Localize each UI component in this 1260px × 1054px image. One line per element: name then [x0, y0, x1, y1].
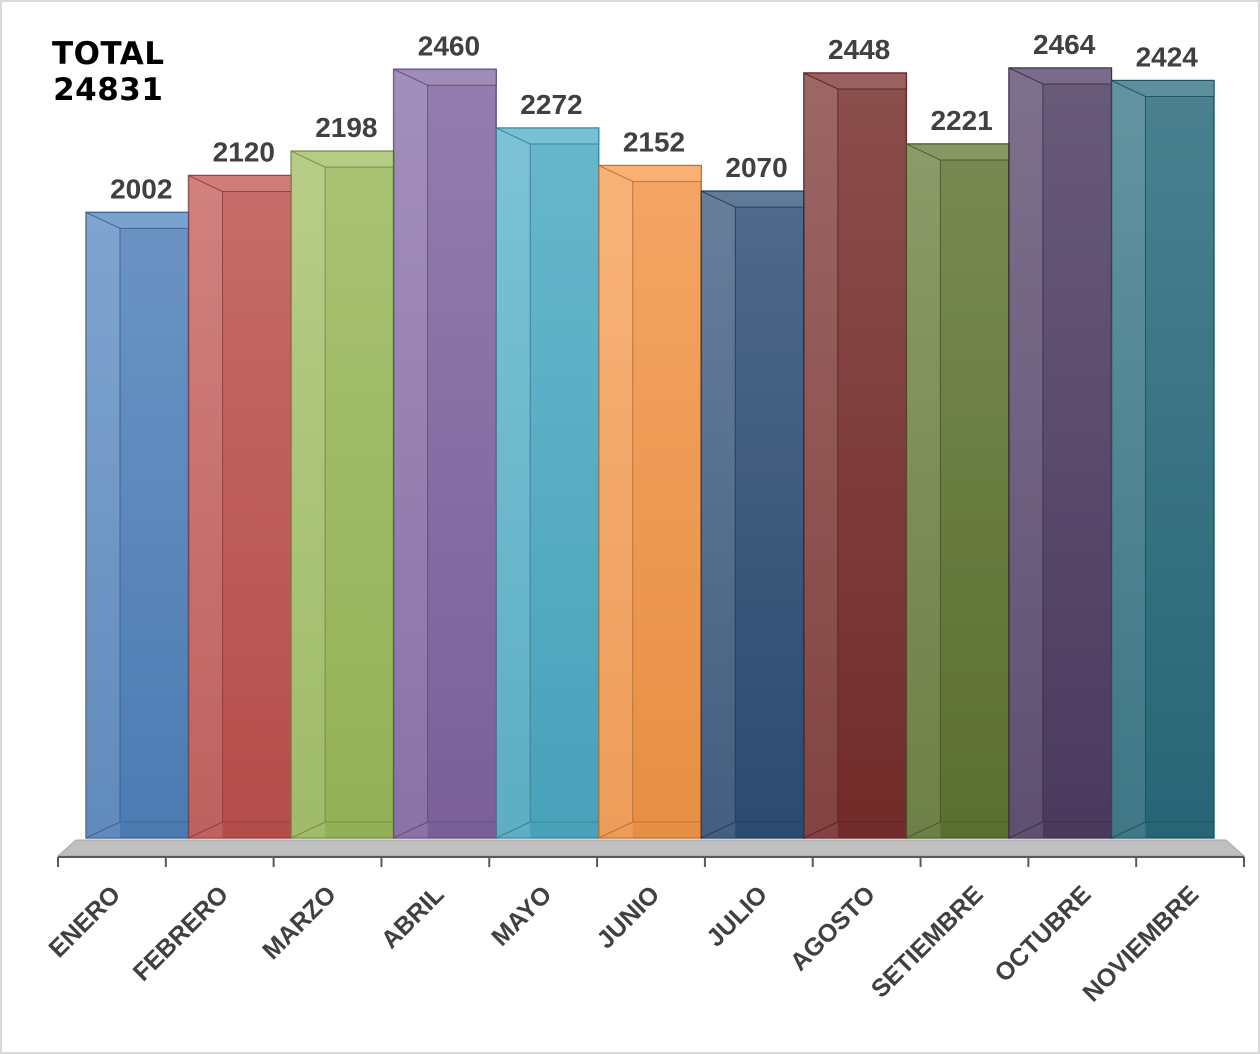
category-label-febrero: FEBRERO	[128, 880, 234, 986]
data-label-abril: 2460	[418, 30, 480, 61]
bar-abril	[392, 68, 497, 839]
category-labels-group: ENERO FEBRERO MARZO ABRIL MAYO JUNIO JULIO AGOS…	[43, 880, 1204, 1007]
total-block: TOTAL 24831	[52, 36, 164, 108]
bar-front-face	[597, 164, 703, 839]
value-labels-group: 2002 2120 2198 2460 2272 2152 2070 2448 2221 2464…	[110, 29, 1198, 204]
bar-front-face	[1008, 67, 1113, 839]
bar-floor-edge	[803, 821, 839, 839]
bar-front-face	[85, 211, 190, 839]
bar-julio	[700, 190, 805, 839]
data-label-octubre: 2464	[1033, 29, 1096, 60]
bar-agosto	[803, 72, 908, 839]
bar-top-face	[393, 68, 497, 86]
bar-febrero	[187, 174, 292, 839]
bar-floor-edge	[290, 821, 326, 839]
total-value: 24831	[53, 72, 164, 108]
data-label-febrero: 2120	[213, 137, 275, 168]
category-label-julio: JULIO	[701, 880, 773, 952]
bar-front-face	[187, 174, 292, 839]
category-label-setiembre: SETIEMBRE	[866, 880, 989, 1003]
bar-mayo	[495, 127, 600, 839]
bar-floor-edge	[1008, 821, 1044, 839]
bar-front-face	[905, 143, 1010, 839]
category-label-abril: ABRIL	[376, 880, 450, 954]
bar-front-face	[700, 190, 805, 839]
category-label-noviembre: NOVIEMBRE	[1077, 880, 1204, 1007]
data-label-noviembre: 2424	[1136, 42, 1199, 73]
category-label-junio: JUNIO	[591, 880, 665, 954]
category-axis	[57, 856, 1245, 867]
bar-front-face	[290, 150, 395, 839]
total-label: TOTAL	[52, 36, 165, 72]
bar-setiembre	[905, 143, 1010, 839]
bar-floor-edge	[1111, 821, 1146, 839]
data-label-junio: 2152	[623, 127, 685, 158]
bar-front-face	[1110, 79, 1215, 839]
data-label-agosto: 2448	[828, 34, 890, 65]
category-label-mayo: MAYO	[486, 880, 557, 951]
bar-floor-edge	[188, 821, 223, 839]
bar-top-face	[495, 127, 600, 145]
category-label-octubre: OCTUBRE	[989, 880, 1096, 987]
bar-top-face	[1111, 80, 1215, 97]
bar-front-face	[392, 68, 497, 839]
bar-floor-edge	[906, 821, 941, 839]
bar-octubre	[1008, 67, 1113, 839]
bar-floor-edge	[598, 821, 633, 839]
data-label-marzo: 2198	[315, 112, 377, 143]
data-label-julio: 2070	[725, 152, 787, 183]
bar-floor-edge	[85, 821, 121, 839]
bar-front-face	[803, 72, 908, 839]
chart-floor	[56, 839, 1246, 857]
data-label-setiembre: 2221	[930, 105, 992, 136]
data-label-enero: 2002	[110, 173, 172, 204]
data-label-mayo: 2272	[520, 89, 582, 120]
bar-noviembre	[1110, 79, 1215, 839]
bar-junio	[597, 164, 703, 839]
bar-floor-edge	[393, 821, 428, 839]
bar-top-face	[803, 72, 907, 90]
bar-enero	[85, 211, 190, 839]
bar-front-face	[495, 127, 600, 839]
floor-slab	[56, 839, 1246, 857]
bar-floor-edge	[495, 821, 531, 839]
category-label-enero: ENERO	[43, 880, 126, 963]
bar-floor-edge	[701, 821, 736, 839]
bar-marzo	[290, 150, 395, 839]
bar-top-face	[598, 165, 702, 182]
category-label-agosto: AGOSTO	[785, 880, 881, 976]
category-label-marzo: MARZO	[257, 880, 342, 965]
bars-group	[85, 67, 1215, 839]
